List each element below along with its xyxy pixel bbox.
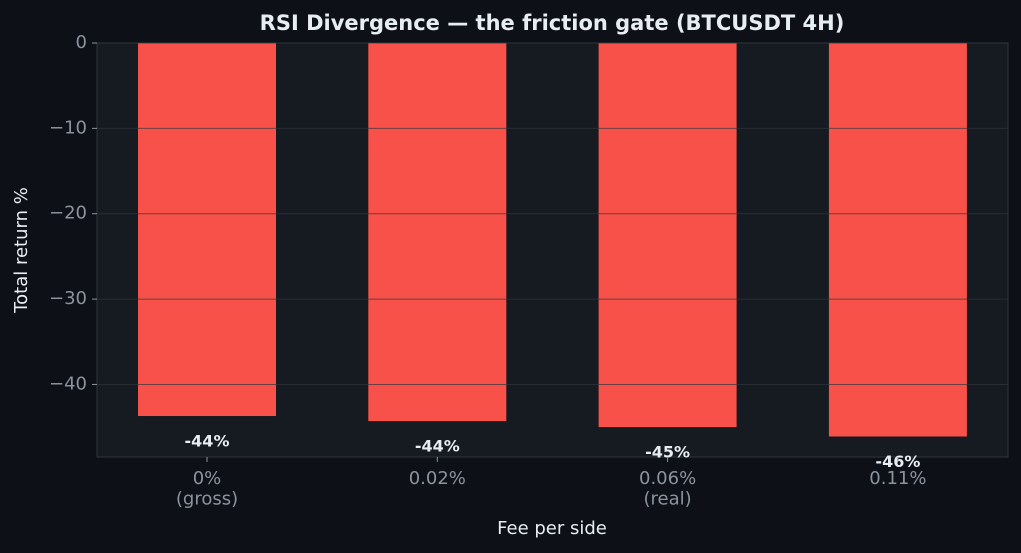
value-label: -45%	[645, 443, 690, 462]
y-tick-label: 0	[76, 32, 87, 53]
y-axis-label: Total return %	[11, 187, 32, 314]
bar	[138, 43, 276, 417]
x-tick-label: 0.11%	[869, 468, 926, 489]
y-tick-label: −30	[49, 288, 87, 309]
value-label: -44%	[185, 432, 230, 451]
x-tick-label: 0.06% (real)	[639, 468, 696, 510]
bar	[828, 43, 967, 437]
bar	[368, 43, 507, 422]
value-label: -44%	[415, 437, 460, 456]
y-tick-label: −20	[49, 203, 87, 224]
x-tick-label: 0.02%	[409, 468, 466, 489]
chart-title: RSI Divergence — the friction gate (BTCU…	[260, 11, 845, 35]
bar	[598, 43, 737, 428]
y-tick-label: −10	[49, 117, 87, 138]
x-axis-label: Fee per side	[497, 518, 607, 539]
x-tick-label: 0% (gross)	[176, 468, 238, 510]
y-tick-label: −40	[49, 373, 87, 394]
